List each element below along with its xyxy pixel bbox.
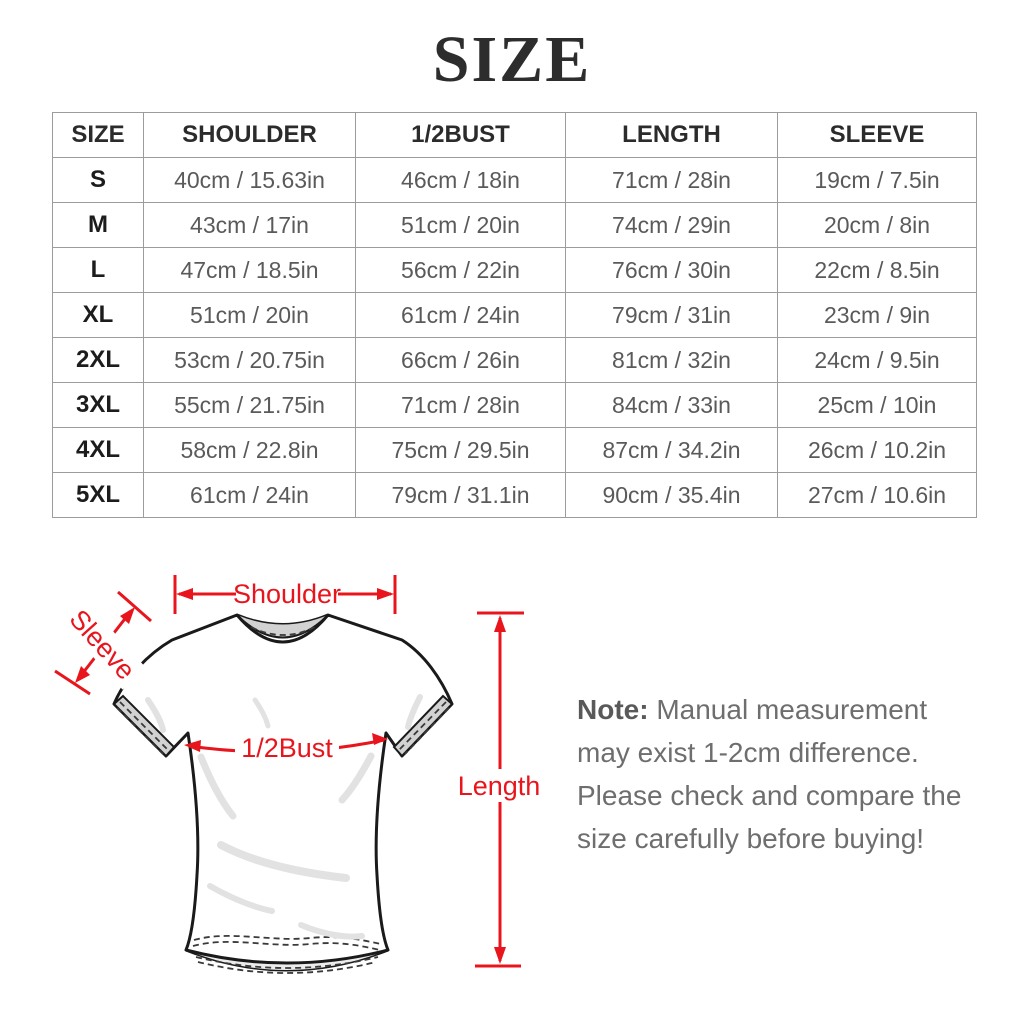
sleeve-cell: 19cm / 7.5in	[777, 157, 977, 203]
sleeve-cell: 26cm / 10.2in	[777, 427, 977, 473]
bust-cell: 46cm / 18in	[355, 157, 566, 203]
size-cell: 5XL	[52, 472, 144, 518]
length-cell: 81cm / 32in	[565, 337, 778, 383]
header-length: LENGTH	[565, 112, 778, 158]
length-cell: 84cm / 33in	[565, 382, 778, 428]
size-cell: M	[52, 202, 144, 248]
shoulder-arrow: Shoulder	[173, 575, 397, 614]
length-cell: 76cm / 30in	[565, 247, 778, 293]
sleeve-tick-top	[117, 590, 152, 623]
table-row-4xl: 4XL 58cm / 22.8in 75cm / 29.5in 87cm / 3…	[52, 427, 977, 473]
tshirt-illustration	[112, 613, 454, 974]
bust-cell: 61cm / 24in	[355, 292, 566, 338]
size-cell: S	[52, 157, 144, 203]
shoulder-cell: 40cm / 15.63in	[143, 157, 356, 203]
size-cell: L	[52, 247, 144, 293]
bust-cell: 66cm / 26in	[355, 337, 566, 383]
length-arrow: Length	[457, 611, 541, 968]
note-label: Note:	[577, 694, 649, 725]
bust-arrow: 1/2Bust	[184, 732, 388, 764]
header-size: SIZE	[52, 112, 144, 158]
table-header-row: SIZE SHOULDER 1/2BUST LENGTH SLEEVE	[52, 112, 977, 158]
sleeve-cell: 20cm / 8in	[777, 202, 977, 248]
tshirt-measurement-diagram: Shoulder Sleeve 1/2Bust	[54, 575, 541, 974]
bust-label: 1/2Bust	[241, 733, 333, 763]
length-cell: 71cm / 28in	[565, 157, 778, 203]
shoulder-cell: 51cm / 20in	[143, 292, 356, 338]
size-cell: 3XL	[52, 382, 144, 428]
length-cell: 87cm / 34.2in	[565, 427, 778, 473]
measurement-note: Note: Manual measurement may exist 1-2cm…	[577, 688, 979, 860]
hem-band	[186, 950, 388, 970]
shoulder-cell: 47cm / 18.5in	[143, 247, 356, 293]
shoulder-cell: 61cm / 24in	[143, 472, 356, 518]
shoulder-label: Shoulder	[233, 579, 341, 609]
size-cell: XL	[52, 292, 144, 338]
header-shoulder: SHOULDER	[143, 112, 356, 158]
table-row-s: S 40cm / 15.63in 46cm / 18in 71cm / 28in…	[52, 157, 977, 203]
size-cell: 4XL	[52, 427, 144, 473]
shoulder-cell: 43cm / 17in	[143, 202, 356, 248]
page-title: SIZE	[432, 23, 592, 96]
sleeve-cell: 27cm / 10.6in	[777, 472, 977, 518]
table-row-3xl: 3XL 55cm / 21.75in 71cm / 28in 84cm / 33…	[52, 382, 977, 428]
bust-cell: 56cm / 22in	[355, 247, 566, 293]
length-cell: 79cm / 31in	[565, 292, 778, 338]
bust-cell: 71cm / 28in	[355, 382, 566, 428]
table-row-2xl: 2XL 53cm / 20.75in 66cm / 26in 81cm / 32…	[52, 337, 977, 383]
sleeve-cell: 25cm / 10in	[777, 382, 977, 428]
length-label: Length	[458, 771, 541, 801]
length-cell: 74cm / 29in	[565, 202, 778, 248]
table-row-xl: XL 51cm / 20in 61cm / 24in 79cm / 31in 2…	[52, 292, 977, 338]
shoulder-cell: 53cm / 20.75in	[143, 337, 356, 383]
bust-cell: 79cm / 31.1in	[355, 472, 566, 518]
sleeve-cell: 24cm / 9.5in	[777, 337, 977, 383]
shoulder-cell: 58cm / 22.8in	[143, 427, 356, 473]
sleeve-tick-bottom	[54, 669, 91, 696]
size-cell: 2XL	[52, 337, 144, 383]
shoulder-cell: 55cm / 21.75in	[143, 382, 356, 428]
header-sleeve: SLEEVE	[777, 112, 977, 158]
sleeve-cell: 22cm / 8.5in	[777, 247, 977, 293]
sleeve-cell: 23cm / 9in	[777, 292, 977, 338]
table-row-l: L 47cm / 18.5in 56cm / 22in 76cm / 30in …	[52, 247, 977, 293]
bust-cell: 51cm / 20in	[355, 202, 566, 248]
length-cell: 90cm / 35.4in	[565, 472, 778, 518]
bust-cell: 75cm / 29.5in	[355, 427, 566, 473]
sleeve-arrow: Sleeve	[54, 590, 152, 696]
table-row-5xl: 5XL 61cm / 24in 79cm / 31.1in 90cm / 35.…	[52, 472, 977, 518]
note-text: Manual measurement may exist 1-2cm diffe…	[577, 694, 962, 854]
header-bust: 1/2BUST	[355, 112, 566, 158]
table-row-m: M 43cm / 17in 51cm / 20in 74cm / 29in 20…	[52, 202, 977, 248]
size-table: SIZE SHOULDER 1/2BUST LENGTH SLEEVE S 40…	[52, 112, 977, 518]
